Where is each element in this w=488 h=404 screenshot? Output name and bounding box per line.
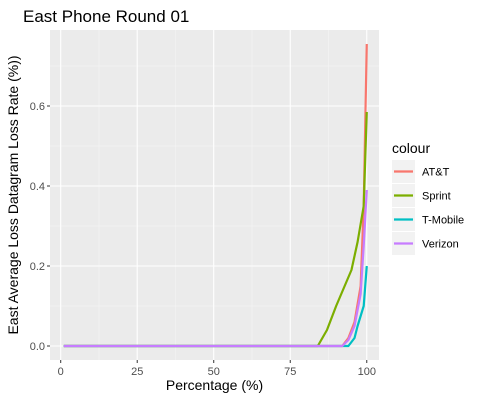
series-lines [63, 43, 368, 348]
series-line-verizon [63, 189, 368, 348]
x-tick-label: 50 [208, 366, 220, 378]
legend-label-sprint: Sprint [422, 191, 451, 203]
x-tick-label: 0 [58, 366, 64, 378]
x-axis-ticks: 0 25 50 75 100 [58, 360, 376, 378]
series-line-sprint [63, 111, 368, 348]
legend-label-at-t: AT&T [422, 167, 450, 179]
grid-minor [50, 30, 379, 360]
x-tick-label: 75 [284, 366, 296, 378]
legend: colour AT&T Sprint T-Mobile Verizon [392, 140, 464, 255]
legend-items: AT&T Sprint T-Mobile Verizon [392, 160, 464, 255]
x-tick-label: 25 [131, 366, 143, 378]
y-tick-label: 0.6 [30, 101, 45, 113]
y-tick-label: 0.2 [30, 261, 45, 273]
chart-title: East Phone Round 01 [23, 7, 189, 26]
y-axis-ticks: 0.0 0.2 0.4 0.6 [30, 101, 50, 353]
legend-label-t-mobile: T-Mobile [422, 215, 464, 227]
y-tick-label: 0.0 [30, 341, 45, 353]
y-axis-title: East Average Loss Datagram Loss Rate (%)… [5, 55, 21, 334]
x-tick-label: 100 [358, 366, 376, 378]
x-axis-title: Percentage (%) [166, 377, 263, 393]
plot-panel [50, 30, 379, 360]
legend-label-verizon: Verizon [422, 239, 459, 251]
legend-title: colour [392, 140, 430, 156]
y-tick-label: 0.4 [30, 181, 45, 193]
